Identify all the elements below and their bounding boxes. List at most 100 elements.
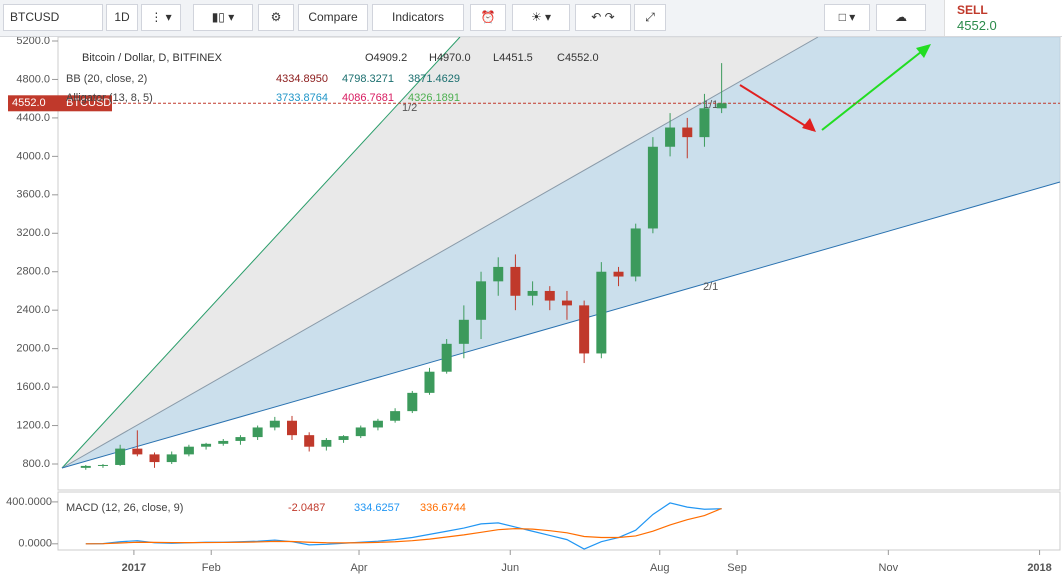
idea-button[interactable]: ☀ ▾ [512,4,570,31]
candle-body [630,228,641,277]
macd-pane [57,491,1061,551]
y-tick-label: 800.0 [22,458,50,470]
candle-body [647,146,658,229]
candle-body [407,392,418,412]
alert-button[interactable]: ⏰ [470,4,506,31]
candle-body [665,127,676,147]
y-tick-label: 3200.0 [16,227,50,239]
save-button[interactable]: ☁ [876,4,926,31]
color-button[interactable]: □ ▾ [824,4,870,31]
y-tick-label: 2000.0 [16,343,50,355]
compare-button[interactable]: Compare [298,4,368,31]
undo-redo[interactable]: ↶ ↷ [575,4,631,31]
candle-body [355,427,366,437]
candle-body [544,290,555,301]
candle-body [218,440,229,444]
legend-text: 4798.3271 [342,73,394,85]
y-tick-label: 1200.0 [16,419,50,431]
candle-body [493,266,504,282]
y-tick-label: 4400.0 [16,112,50,124]
menu-button[interactable]: ⋮ ▾ [141,4,181,31]
legend-text: 3871.4629 [408,73,460,85]
legend-text: Alligator (13, 8, 5) [66,92,153,104]
candle-body [682,127,693,138]
candle-body [716,103,727,109]
candle-body [458,319,469,344]
legend-text: C4552.0 [557,52,599,64]
y-tick-label: 2800.0 [16,266,50,278]
symbol-box[interactable]: BTCUSD [3,4,103,31]
candle-body [287,420,298,436]
y-tick-label: 4000.0 [16,150,50,162]
candle-body [80,465,91,468]
sell-label: SELL [957,3,988,17]
fan-line [61,181,1061,469]
arrow-red [739,84,813,131]
candle-body [166,454,177,463]
x-tick-label: Sep [727,562,747,574]
candle-body [613,271,624,277]
arrow-head [802,118,816,132]
x-tick-label: Feb [202,562,221,574]
candle-body [97,464,108,466]
candle-body [149,454,160,463]
candle-body [252,427,263,438]
candle-body [338,436,349,440]
chart: 1/1 1/2 2/1 800.0 1200.0 1600.0 2000.0 2400.… [6,37,1061,574]
legend-text: 4334.8950 [276,73,328,85]
legend-text: Bitcoin / Dollar, D, BITFINEX [82,52,223,64]
x-tick-label: Apr [350,562,367,574]
candle-body [424,371,435,393]
candle-body [476,281,487,320]
candle-body [510,266,521,296]
toolbar: BTCUSD 1D ⋮ ▾ ▮▯ ▾ ⚙ Compare Indicators … [0,0,1062,37]
arrow-green [821,47,927,131]
sell-box[interactable]: SELL 4552.0 [944,0,1062,36]
legend-text: 4326.1891 [408,92,460,104]
y-tick-label: 1600.0 [16,381,50,393]
candle-body [304,435,315,447]
candle-body [115,448,126,465]
price-label-bg [8,95,112,112]
candle-body [579,305,590,354]
candle-body [235,437,246,441]
chart-style-button[interactable]: ▮▯ ▾ [193,4,253,31]
candle-body [699,108,710,138]
legend-text: -2.0487 [288,502,325,514]
x-tick-label: 2017 [122,562,146,574]
candle-body [561,300,572,306]
candle-body [527,290,538,296]
fan-label: 2/1 [703,281,718,293]
legend-text: H4970.0 [429,52,471,64]
indicators-button[interactable]: Indicators [372,4,464,31]
candle-body [441,343,452,372]
fullscreen-button[interactable]: ⤢ [634,4,666,31]
legend-text: BB (20, close, 2) [66,73,147,85]
macd-line [85,507,722,545]
legend-text: 334.6257 [354,502,400,514]
candle-body [269,420,280,428]
candle-body [372,420,383,428]
y-tick-label: 5200.0 [16,37,50,47]
x-tick-label: Jun [501,562,519,574]
y-tick-label: 2400.0 [16,304,50,316]
legend-text: L4451.5 [493,52,533,64]
sell-price: 4552.0 [957,18,997,33]
fan-blue [62,37,1060,468]
y-tick-label: 3600.0 [16,189,50,201]
candle-body [596,271,607,354]
fan-line [61,37,461,469]
candle-body [321,439,332,447]
fan-label: 1/1 [703,99,718,111]
x-tick-label: Aug [650,562,670,574]
candle-body [390,411,401,421]
fan-label: 1/2 [402,102,417,114]
settings-button[interactable]: ⚙ [258,4,294,31]
macd-tick-label: 0.0000 [18,538,52,550]
x-tick-label: 2018 [1027,562,1051,574]
interval-button[interactable]: 1D [106,4,138,31]
legend-text: 3733.8764 [276,92,328,104]
price-symbol: BTCUSD [66,97,111,109]
fan-line [61,37,819,469]
